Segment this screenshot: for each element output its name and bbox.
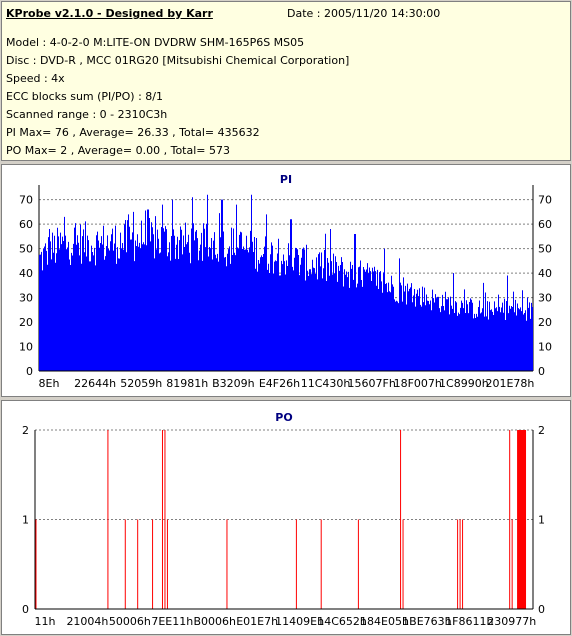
y-tick-label-right: 0	[538, 365, 545, 378]
x-tick-label: 11h	[35, 615, 56, 628]
x-tick-label: 22644h	[74, 377, 116, 390]
range-line: Scanned range : 0 - 2310C3h	[6, 108, 168, 121]
y-tick-label-right: 50	[538, 243, 552, 256]
y-tick-label-left: 40	[19, 267, 33, 280]
x-tick-label: 1C8990h	[439, 377, 489, 390]
y-tick-label-left: 10	[19, 341, 33, 354]
x-tick-label: 230977h	[487, 615, 536, 628]
pi-stats-line: PI Max= 76 , Average= 26.33 , Total= 435…	[6, 126, 260, 139]
x-tick-label: 1F8611h	[445, 615, 493, 628]
y-tick-label-right: 1	[538, 514, 545, 527]
y-tick-label-left: 60	[19, 218, 33, 231]
x-tick-label: 21004h	[66, 615, 108, 628]
x-tick-label: 8Eh	[39, 377, 60, 390]
y-tick-label-right: 40	[538, 267, 552, 280]
y-tick-label-right: 10	[538, 341, 552, 354]
po-chart-panel: PO 0 0 1 1 2 2 11h 21004h 50006h 7EE11h B0006h E01E7…	[1, 400, 571, 635]
chart-title: PO	[275, 411, 292, 424]
po-stats-line: PO Max= 2 , Average= 0.00 , Total= 573	[6, 144, 230, 157]
x-tick-label: 50006h	[109, 615, 151, 628]
po-chart: PO 0 0 1 1 2 2 11h 21004h 50006h 7EE11h B0006h E01E7…	[22, 411, 545, 628]
x-tick-label: 11409Eh	[275, 615, 324, 628]
x-tick-label: 1BE763h	[402, 615, 451, 628]
x-tick-label: 15607Fh	[348, 377, 396, 390]
y-tick-label-left: 50	[19, 243, 33, 256]
y-tick-label-right: 30	[538, 292, 552, 305]
y-tick-label-left: 20	[19, 316, 33, 329]
x-tick-label: 18F007h	[394, 377, 442, 390]
speed-line: Speed : 4x	[6, 72, 65, 85]
y-tick-label-right: 2	[538, 424, 545, 437]
model-line: Model : 4-0-2-0 M:LITE-ON DVDRW SHM-165P…	[6, 36, 305, 49]
y-tick-label-right: 20	[538, 316, 552, 329]
ecc-line: ECC blocks sum (PI/PO) : 8/1	[6, 90, 163, 103]
chart-title: PI	[280, 173, 292, 186]
y-tick-label-right: 0	[538, 603, 545, 616]
x-tick-label: 7EE11h	[151, 615, 193, 628]
y-tick-label-left: 70	[19, 194, 33, 207]
pi-chart: PI 0 0 10 10 20 20 30 30 40 40 50 50 60 60 70 70 8Eh 22644…	[19, 173, 552, 390]
x-tick-label: 11C430h	[301, 377, 351, 390]
app-title: KProbe v2.1.0 - Designed by Karr	[6, 7, 213, 20]
x-tick-label: 81981h	[166, 377, 208, 390]
scan-date: Date : 2005/11/20 14:30:00	[287, 7, 441, 20]
x-tick-label: 14C652h	[317, 615, 367, 628]
y-tick-label-left: 2	[22, 424, 29, 437]
x-tick-label: E4F26h	[259, 377, 300, 390]
x-tick-label: B3209h	[212, 377, 255, 390]
po-dense-block	[517, 430, 527, 609]
y-tick-label-right: 70	[538, 194, 552, 207]
y-tick-label-left: 1	[22, 514, 29, 527]
y-tick-label-left: 0	[26, 365, 33, 378]
disc-line: Disc : DVD-R , MCC 01RG20 [Mitsubishi Ch…	[6, 54, 350, 67]
info-panel: KProbe v2.1.0 - Designed by Karr Date : …	[1, 1, 571, 161]
x-tick-label: E01E7h	[236, 615, 278, 628]
pi-chart-panel: PI 0 0 10 10 20 20 30 30 40 40 50 50 60 60 70 70 8Eh 22644…	[1, 164, 571, 397]
y-tick-label-left: 30	[19, 292, 33, 305]
y-tick-label-left: 0	[22, 603, 29, 616]
x-tick-label: 52059h	[120, 377, 162, 390]
x-tick-label: B0006h	[193, 615, 236, 628]
x-tick-label: 201E78h	[485, 377, 534, 390]
y-tick-label-right: 60	[538, 218, 552, 231]
x-tick-label: 184E05h	[360, 615, 409, 628]
